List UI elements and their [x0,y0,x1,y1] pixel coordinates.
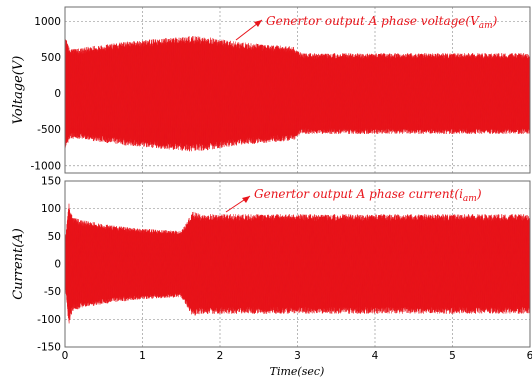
voltage-panel: 1000 500 0 -500 -1000 Voltage(V) Genertor ou… [11,6,531,174]
voltage-annotation-arrow-head [254,20,262,27]
current-annotation-close: ) [476,187,482,201]
voltage-y-axis-label-unit: (V) [11,56,26,76]
current-annotation: Genertor output A phase current(iam) [225,187,482,213]
current-annotation-text: Genertor output A phase current(iam) [254,187,482,204]
current-annotation-prefix: Genertor output A phase current( [254,187,459,201]
current-y-tick-label: -150 [37,342,61,354]
x-tick-label: 3 [294,350,301,362]
voltage-y-tick-label: 0 [54,88,61,100]
voltage-annotation-prefix: Genertor output A phase voltage( [266,14,470,28]
voltage-y-tick-label: 500 [41,52,61,64]
voltage-waveform [64,36,531,152]
current-y-axis-label: Current(A) [11,228,26,300]
current-annotation-arrow-head [242,196,250,203]
current-series-line [64,203,531,324]
voltage-annotation-close: ) [492,14,498,28]
current-y-tick-label: 100 [41,203,61,215]
current-y-tick-label: 50 [48,231,61,243]
current-plot-frame [64,180,531,348]
current-y-tick-label: -50 [44,286,61,298]
x-tick-label: 0 [62,350,69,362]
voltage-y-tick-label: -1000 [30,160,61,172]
x-tick-label: 6 [527,350,532,362]
voltage-y-axis-label: Voltage(V) [11,56,26,125]
current-y-tick-label: 0 [54,259,61,271]
voltage-y-tick-label: -500 [37,124,61,136]
x-tick-label: 5 [449,350,456,362]
current-annotation-symbol: i [459,187,463,201]
current-y-tick-label: -100 [37,314,61,326]
voltage-series-line [64,36,531,152]
voltage-annotation: Genertor output A phase voltage(Vam) [235,14,498,41]
current-y-axis-label-main: Current [11,247,26,300]
current-y-axis-label-unit: (A) [11,228,26,248]
voltage-annotation-subscript: am [479,21,493,31]
current-y-ticks: 150 100 50 0 -50 -100 -150 [37,176,61,354]
voltage-y-tick-label: 1000 [34,16,61,28]
x-tick-label: 2 [217,350,224,362]
voltage-y-axis-label-main: Voltage [11,75,26,124]
current-y-tick-label: 150 [41,176,61,188]
current-annotation-subscript: am [463,194,477,204]
current-x-ticks: 0 1 2 3 4 5 6 [62,350,532,362]
voltage-annotation-text: Genertor output A phase voltage(Vam) [266,14,498,31]
voltage-y-ticks: 1000 500 0 -500 -1000 [30,16,61,172]
voltage-annotation-symbol: V [470,14,480,28]
current-waveform [64,203,531,324]
x-tick-label: 1 [139,350,146,362]
x-tick-label: 4 [372,350,379,362]
x-axis-label: Time(sec) [270,365,325,378]
voltage-plot-frame [64,6,531,174]
